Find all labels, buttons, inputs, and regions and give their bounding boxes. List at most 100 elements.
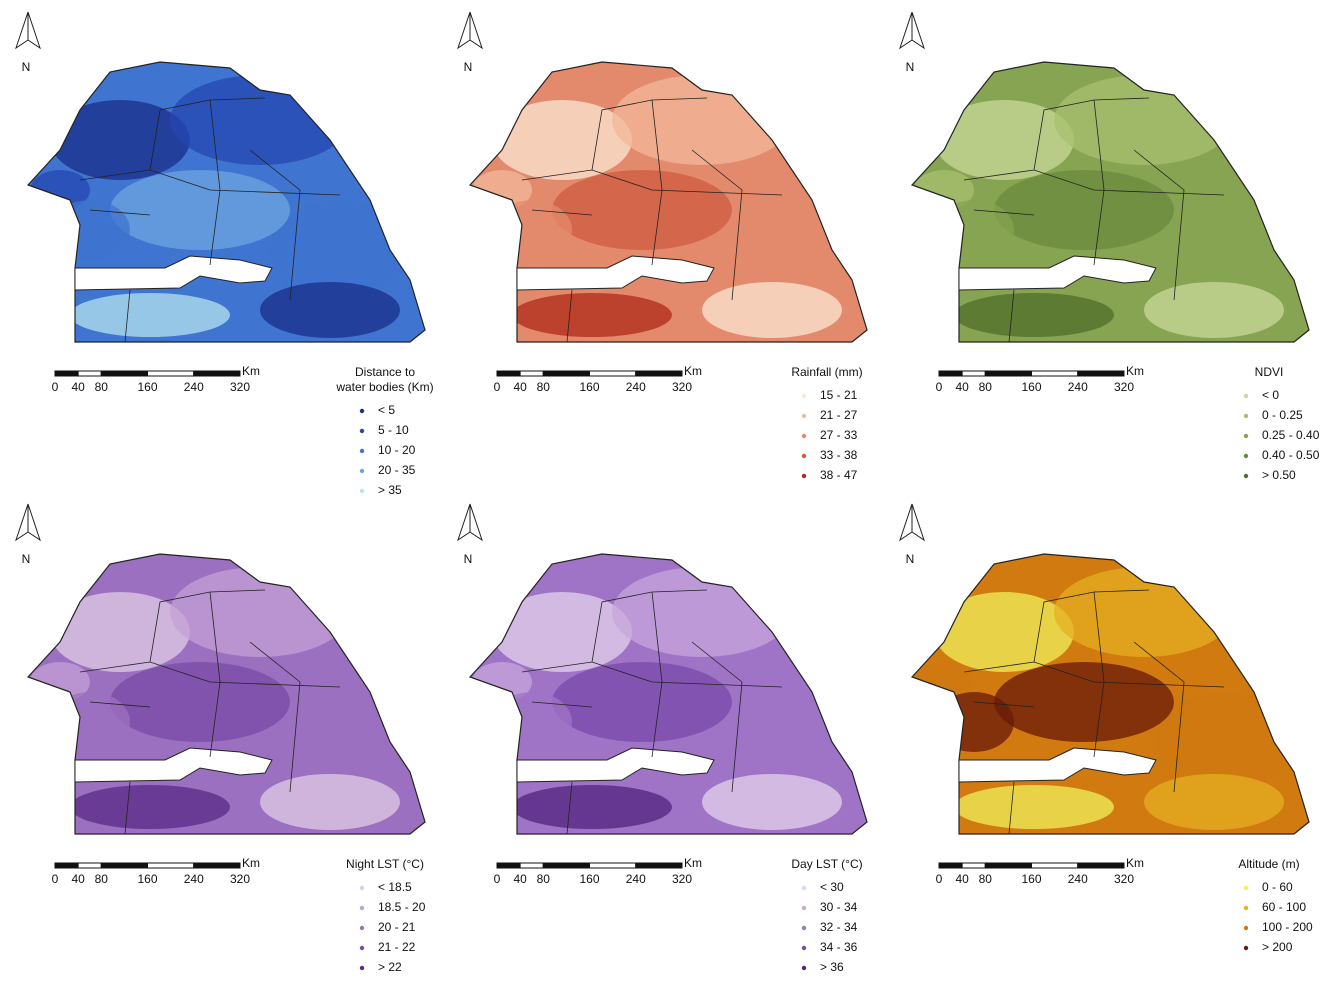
legend-title: Distance to [355, 365, 415, 379]
scale-segment [985, 863, 1031, 868]
legend-swatch [360, 409, 364, 413]
north-label: N [906, 60, 915, 74]
north-arrow [458, 12, 470, 48]
scale-tick-label: 0 [936, 872, 943, 886]
scale-tick-label: 40 [513, 380, 527, 394]
north-arrow [900, 504, 912, 540]
scale-tick-label: 160 [1021, 872, 1041, 886]
legend-label: 15 - 21 [820, 388, 858, 402]
scale-tick-label: 240 [184, 380, 204, 394]
legend-label: < 5 [378, 403, 395, 417]
map-zone [492, 592, 632, 672]
scale-segment [636, 371, 682, 376]
north-arrow [16, 504, 28, 540]
map-zone [612, 567, 792, 657]
map-zone [512, 785, 672, 829]
legend-label: 100 - 200 [1262, 920, 1313, 934]
scale-tick-label: 240 [1068, 380, 1088, 394]
north-label: N [22, 552, 31, 566]
map-zone [110, 170, 290, 250]
north-arrow [458, 504, 470, 540]
map-zone [994, 170, 1174, 250]
legend-title: Day LST (°C) [791, 857, 862, 871]
legend-label: 0.25 - 0.40 [1262, 428, 1320, 442]
scale-segment [55, 371, 78, 376]
legend-title: NDVI [1255, 365, 1284, 379]
legend-label: 0.40 - 0.50 [1262, 448, 1320, 462]
scale-tick-label: 240 [184, 872, 204, 886]
legend-label: 18.5 - 20 [378, 900, 426, 914]
map [442, 492, 883, 852]
map-zone [612, 75, 792, 165]
scale-segment [194, 863, 240, 868]
legend-label: > 35 [378, 483, 402, 497]
scale-unit: Km [684, 856, 702, 870]
legend-label: 34 - 36 [820, 940, 858, 954]
north-label: N [906, 552, 915, 566]
scale-tick-label: 40 [71, 872, 85, 886]
map-zone [110, 662, 290, 742]
legend-title: water bodies (Km) [335, 380, 433, 394]
north-arrow [470, 504, 482, 540]
scale-tick-label: 0 [52, 872, 59, 886]
scale-segment [101, 863, 147, 868]
scale-tick-label: 240 [626, 872, 646, 886]
scale-segment [148, 371, 194, 376]
scale-tick-label: 80 [95, 380, 109, 394]
legend-swatch [1244, 946, 1248, 950]
legend-swatch [802, 474, 806, 478]
legend-swatch [360, 429, 364, 433]
north-arrow [28, 12, 40, 48]
map-zone [260, 774, 400, 830]
scale-tick-label: 0 [494, 380, 501, 394]
legend-label: 38 - 47 [820, 468, 858, 482]
scale-segment [148, 863, 194, 868]
map-zone [954, 293, 1114, 337]
map-zone [492, 100, 632, 180]
legend-title: Night LST (°C) [346, 857, 424, 871]
scale-unit: Km [242, 364, 260, 378]
legend-label: 21 - 22 [378, 940, 416, 954]
map [884, 492, 1323, 852]
map-zone [50, 200, 130, 260]
north-label: N [464, 60, 473, 74]
map-zone [994, 662, 1174, 742]
scale-segment [590, 863, 636, 868]
map-zone [1144, 774, 1284, 830]
scale-segment [1078, 371, 1124, 376]
map-zone [934, 200, 1014, 260]
scale-segment [194, 371, 240, 376]
north-label: N [22, 60, 31, 74]
scale-segment [939, 371, 962, 376]
map [442, 0, 883, 360]
north-arrow [16, 12, 28, 48]
legend-title: Rainfall (mm) [791, 365, 862, 379]
scale-tick-label: 0 [52, 380, 59, 394]
legend-label: 60 - 100 [1262, 900, 1306, 914]
map-zone [702, 774, 842, 830]
scale-segment [1032, 863, 1078, 868]
scale-tick-label: 80 [95, 872, 109, 886]
scale-segment [543, 863, 589, 868]
scale-segment [497, 863, 520, 868]
legend-label: 27 - 33 [820, 428, 858, 442]
scale-segment [520, 863, 543, 868]
legend-swatch [1244, 906, 1248, 910]
legend-label: < 18.5 [378, 880, 412, 894]
scale-tick-label: 160 [137, 872, 157, 886]
legend-swatch [360, 886, 364, 890]
legend-label: 20 - 21 [378, 920, 416, 934]
map-panel: N04080160240320KmNight LST (°C)< 18.518.… [0, 492, 441, 974]
legend-title: Altitude (m) [1238, 857, 1299, 871]
legend-swatch [802, 886, 806, 890]
map-zone [934, 592, 1074, 672]
legend-swatch [802, 906, 806, 910]
scale-segment [520, 371, 543, 376]
scale-segment [543, 371, 589, 376]
map-zone [552, 662, 732, 742]
legend-swatch [1244, 394, 1248, 398]
scale-segment [636, 863, 682, 868]
legend-swatch [1244, 414, 1248, 418]
map-zone [1144, 282, 1284, 338]
